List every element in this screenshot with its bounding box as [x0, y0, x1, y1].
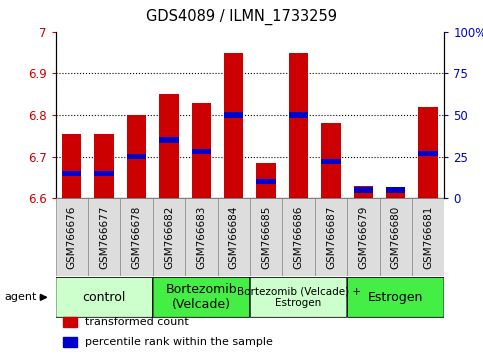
- Bar: [127, 154, 146, 159]
- Bar: [62, 134, 82, 198]
- Text: GSM766679: GSM766679: [358, 205, 369, 269]
- Bar: [224, 53, 243, 198]
- Bar: [120, 198, 153, 276]
- Bar: [159, 94, 179, 198]
- Bar: [418, 150, 438, 156]
- Text: transformed count: transformed count: [85, 317, 188, 327]
- Bar: [153, 198, 185, 276]
- Bar: [62, 171, 82, 176]
- Bar: [354, 187, 373, 193]
- Bar: [256, 163, 276, 198]
- Text: GSM766678: GSM766678: [131, 205, 142, 269]
- Bar: [217, 198, 250, 276]
- Text: GSM766686: GSM766686: [294, 205, 303, 269]
- Bar: [418, 107, 438, 198]
- Bar: [127, 115, 146, 198]
- Bar: [386, 188, 405, 198]
- Bar: [63, 337, 77, 347]
- Bar: [159, 137, 179, 143]
- Text: GSM766683: GSM766683: [197, 205, 206, 269]
- Bar: [192, 103, 211, 198]
- Text: Estrogen: Estrogen: [368, 291, 424, 304]
- Text: GSM766681: GSM766681: [423, 205, 433, 269]
- Bar: [56, 198, 88, 276]
- Bar: [380, 198, 412, 276]
- Text: agent: agent: [5, 292, 37, 302]
- Bar: [88, 198, 120, 276]
- Bar: [63, 318, 77, 327]
- Text: GSM766682: GSM766682: [164, 205, 174, 269]
- Text: GSM766676: GSM766676: [67, 205, 77, 269]
- Bar: [315, 198, 347, 276]
- Text: GDS4089 / ILMN_1733259: GDS4089 / ILMN_1733259: [146, 9, 337, 25]
- Bar: [347, 198, 380, 276]
- Bar: [250, 198, 283, 276]
- Bar: [289, 112, 308, 118]
- Bar: [289, 53, 308, 198]
- Text: GSM766684: GSM766684: [229, 205, 239, 269]
- Text: percentile rank within the sample: percentile rank within the sample: [85, 337, 272, 347]
- FancyBboxPatch shape: [347, 278, 444, 317]
- FancyBboxPatch shape: [250, 278, 347, 317]
- Bar: [354, 186, 373, 198]
- Bar: [412, 198, 444, 276]
- Bar: [321, 124, 341, 198]
- Bar: [185, 198, 217, 276]
- Text: Bortezomib
(Velcade): Bortezomib (Velcade): [166, 283, 237, 312]
- Bar: [256, 179, 276, 184]
- Bar: [321, 159, 341, 164]
- FancyBboxPatch shape: [56, 278, 153, 317]
- Bar: [95, 171, 114, 176]
- Bar: [95, 134, 114, 198]
- Text: GSM766685: GSM766685: [261, 205, 271, 269]
- Text: GSM766687: GSM766687: [326, 205, 336, 269]
- Bar: [386, 187, 405, 193]
- Bar: [283, 198, 315, 276]
- Text: Bortezomib (Velcade) +
Estrogen: Bortezomib (Velcade) + Estrogen: [237, 286, 360, 308]
- Text: GSM766680: GSM766680: [391, 206, 401, 269]
- Bar: [192, 149, 211, 154]
- Text: GSM766677: GSM766677: [99, 205, 109, 269]
- Text: control: control: [83, 291, 126, 304]
- Bar: [224, 112, 243, 118]
- FancyBboxPatch shape: [153, 278, 250, 317]
